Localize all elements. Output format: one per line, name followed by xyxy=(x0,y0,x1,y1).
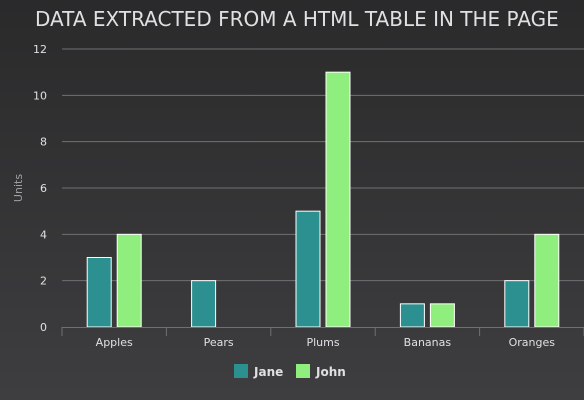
bars xyxy=(86,71,560,328)
bar-jane-bananas[interactable] xyxy=(399,303,425,328)
bar-jane-pears[interactable] xyxy=(191,280,217,328)
y-tick-label-10: 10 xyxy=(33,89,47,102)
bar-jane-apples[interactable] xyxy=(86,257,112,328)
legend-swatch-john xyxy=(296,364,310,378)
y-tick-label-2: 2 xyxy=(40,275,47,288)
legend-label-john: John xyxy=(315,365,346,379)
grid-lines xyxy=(62,48,584,282)
bar-jane-oranges[interactable] xyxy=(504,280,530,328)
x-tick-label-apples: Apples xyxy=(96,336,133,349)
bar-john-oranges[interactable] xyxy=(534,233,560,328)
y-tick-label-8: 8 xyxy=(40,136,47,149)
legend[interactable]: Jane John xyxy=(234,364,346,379)
legend-item-john[interactable]: John xyxy=(296,364,346,379)
legend-label-jane: Jane xyxy=(253,365,283,379)
legend-swatch-jane xyxy=(234,364,248,378)
bar-john-bananas[interactable] xyxy=(429,303,455,328)
y-tick-label-12: 12 xyxy=(33,43,47,56)
chart-title: DATA EXTRACTED FROM A HTML TABLE IN THE … xyxy=(35,7,559,31)
y-tick-label-4: 4 xyxy=(40,228,47,241)
x-tick-label-pears: Pears xyxy=(204,336,234,349)
x-tick-label-plums: Plums xyxy=(306,336,339,349)
bar-john-apples[interactable] xyxy=(116,233,142,328)
y-tick-label-0: 0 xyxy=(40,321,47,334)
x-tick-label-oranges: Oranges xyxy=(509,336,556,349)
y-axis-ticks: 0 2 4 6 8 10 12 xyxy=(33,43,47,334)
x-axis: Apples Pears Plums Bananas Oranges xyxy=(61,327,584,349)
legend-item-jane[interactable]: Jane xyxy=(234,364,283,379)
bar-jane-plums[interactable] xyxy=(295,210,321,328)
y-axis-label: Units xyxy=(12,174,25,202)
bar-john-plums[interactable] xyxy=(325,71,351,328)
y-tick-label-6: 6 xyxy=(40,182,47,195)
x-tick-label-bananas: Bananas xyxy=(404,336,452,349)
